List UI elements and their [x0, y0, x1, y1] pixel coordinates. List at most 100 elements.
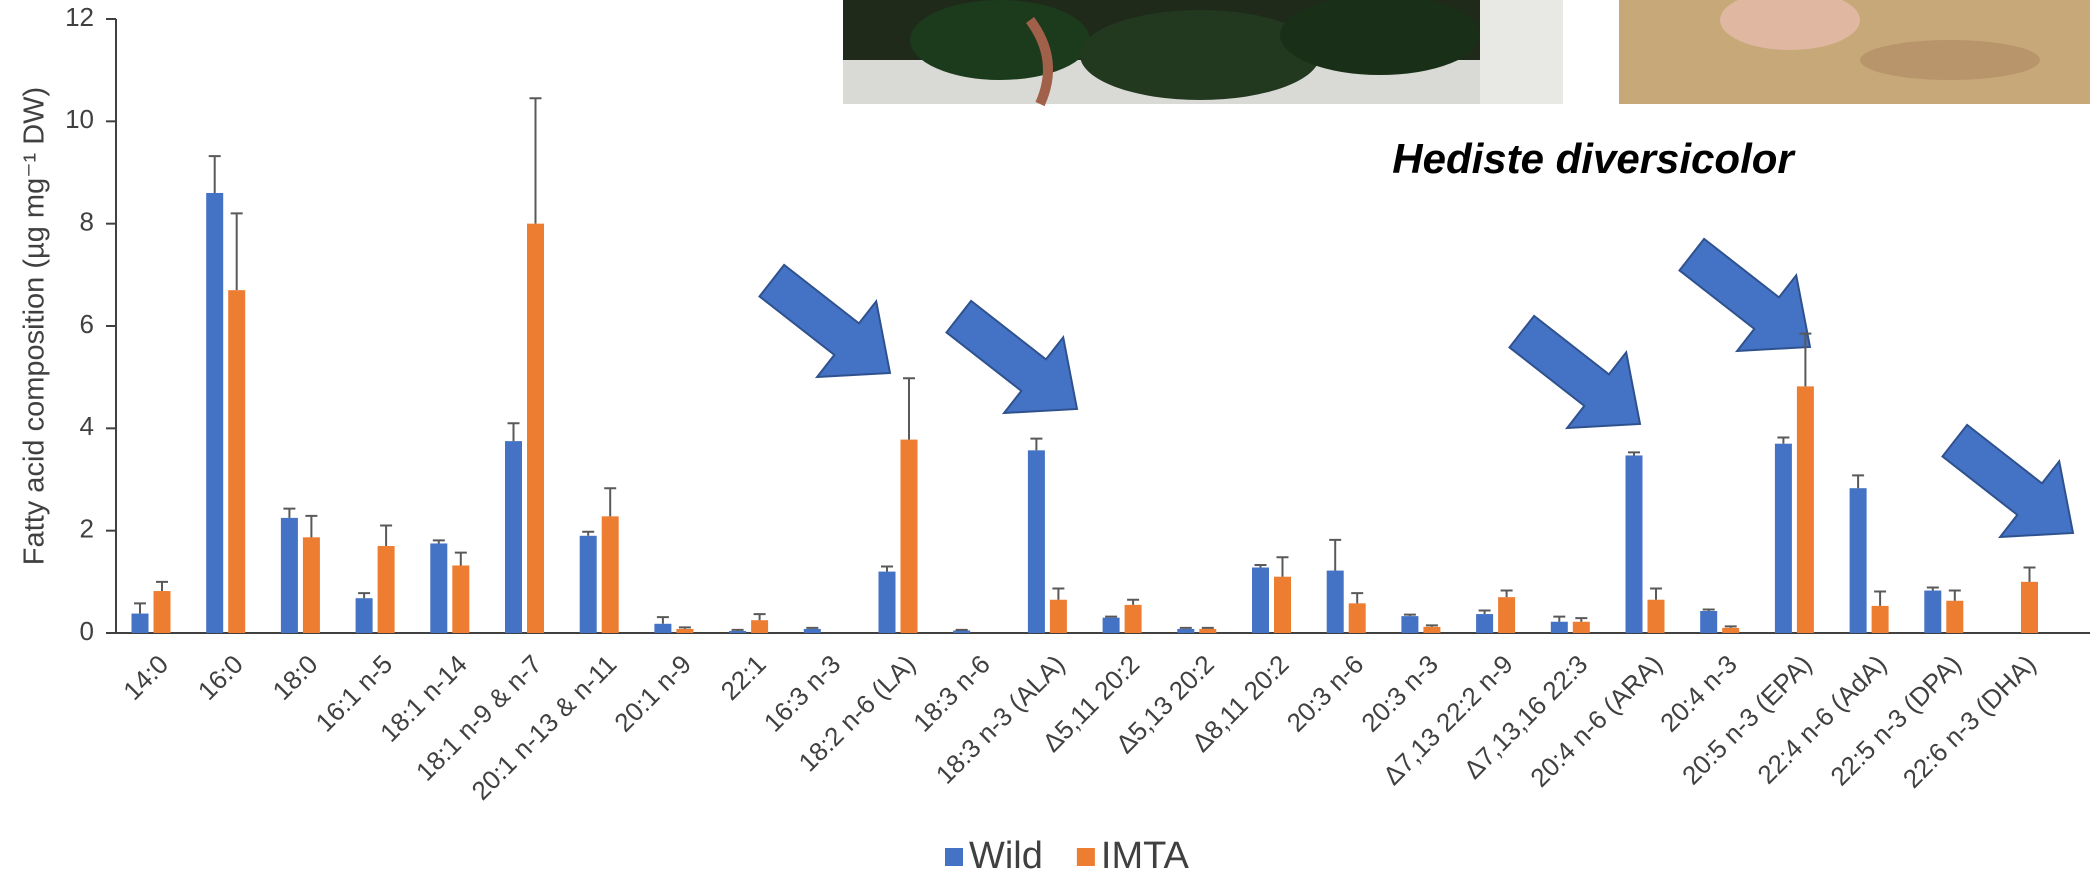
- error-bar: [1479, 610, 1491, 614]
- error-bar: [1575, 618, 1587, 622]
- bar: [1700, 611, 1717, 633]
- bar: [1626, 455, 1643, 633]
- bar: [1125, 605, 1142, 633]
- bar: [430, 543, 447, 633]
- error-bar: [956, 630, 968, 631]
- x-tick-label: 20:5 n-3 (EPA): [1676, 649, 1817, 790]
- bar: [281, 518, 298, 633]
- error-bar: [156, 582, 168, 591]
- legend-label: IMTA: [1101, 835, 1190, 877]
- bar: [751, 620, 768, 633]
- legend-swatch: [945, 848, 963, 866]
- photo-worm: [1619, 0, 2090, 104]
- y-tick-label: 12: [65, 2, 94, 32]
- error-bar: [1255, 565, 1267, 568]
- error-bar: [732, 630, 744, 631]
- error-bar: [1703, 609, 1715, 611]
- bar: [1349, 603, 1366, 633]
- y-tick-label: 10: [65, 104, 94, 134]
- bar: [2021, 582, 2038, 633]
- error-bar: [1777, 438, 1789, 444]
- bar: [1476, 614, 1493, 633]
- bar: [1423, 627, 1440, 633]
- x-tick-label: 16:0: [192, 649, 249, 706]
- x-tick-label: Δ7,13 22:2 n-9: [1377, 649, 1519, 791]
- error-bar: [1426, 625, 1438, 627]
- error-bar: [881, 566, 893, 571]
- error-bar: [903, 378, 915, 439]
- error-bar: [1329, 540, 1341, 571]
- bar: [1872, 606, 1889, 633]
- error-bar: [1553, 617, 1565, 622]
- bar: [1648, 600, 1665, 633]
- error-bar: [1351, 593, 1363, 603]
- bar: [879, 572, 896, 633]
- x-tick-label: 22:6 n-3 (DHA): [1897, 649, 2042, 794]
- y-tick-label: 8: [80, 207, 94, 237]
- bar: [505, 441, 522, 633]
- error-bar: [1927, 587, 1939, 590]
- error-bar: [1501, 591, 1513, 598]
- arrows: [742, 217, 2090, 571]
- error-bar: [1030, 439, 1042, 451]
- error-bar: [380, 526, 392, 546]
- y-axis-label: Fatty acid composition (µg mg⁻¹ DW): [19, 87, 51, 565]
- error-bar: [1628, 452, 1640, 455]
- bar: [1946, 601, 1963, 633]
- bar: [1573, 622, 1590, 633]
- bar: [901, 440, 918, 633]
- error-bar: [1052, 588, 1064, 599]
- photo-seaweed: [843, 0, 1563, 104]
- bar: [654, 624, 671, 633]
- error-bar: [754, 614, 766, 620]
- bar: [154, 591, 171, 633]
- bar: [228, 290, 245, 633]
- bar: [1327, 571, 1344, 633]
- error-bar: [1874, 592, 1886, 606]
- bar: [1252, 568, 1269, 633]
- x-tick-label: 22:1: [715, 649, 772, 706]
- y-tick-label: 6: [80, 309, 94, 339]
- bar: [602, 516, 619, 633]
- error-bar: [134, 603, 146, 613]
- bar: [729, 631, 746, 633]
- bar: [1177, 629, 1194, 633]
- bar: [1401, 616, 1418, 633]
- bar: [206, 193, 223, 633]
- bar: [1775, 444, 1792, 633]
- chart: Hediste diversicolor Fatty acid composit…: [0, 0, 2090, 879]
- bar: [1797, 386, 1814, 633]
- bar: [1103, 618, 1120, 633]
- error-bar: [305, 516, 317, 537]
- annotation: Hediste diversicolor: [1392, 135, 1796, 182]
- error-bar: [433, 540, 445, 543]
- error-bar: [530, 98, 542, 223]
- error-bar: [806, 628, 818, 629]
- bar: [1551, 622, 1568, 633]
- bar: [527, 224, 544, 633]
- error-bar: [1404, 615, 1416, 617]
- error-bar: [455, 553, 467, 566]
- bar: [1722, 628, 1739, 633]
- bar: [1050, 600, 1067, 633]
- x-tick-label: 14:0: [117, 649, 174, 706]
- bar: [1924, 591, 1941, 633]
- error-bar: [231, 213, 243, 290]
- x-tick-label: 22:4 n-6 (AdA): [1751, 649, 1892, 790]
- error-bar: [1105, 617, 1117, 618]
- error-bar: [1180, 628, 1192, 629]
- y-tick-label: 2: [80, 514, 94, 544]
- bar: [378, 546, 395, 633]
- bar: [356, 598, 373, 633]
- error-bar: [1852, 475, 1864, 488]
- y-tick-label: 4: [80, 411, 94, 441]
- x-tick-label: 18:0: [267, 649, 324, 706]
- error-bar: [209, 156, 221, 193]
- x-tick-label: 20:1 n-9: [608, 649, 697, 738]
- error-bar: [582, 532, 594, 536]
- error-bar: [604, 488, 616, 516]
- error-bar: [2024, 568, 2036, 582]
- x-tick-label: 22:5 n-3 (DPA): [1824, 649, 1966, 791]
- error-bar: [679, 627, 691, 629]
- error-bar: [1277, 557, 1289, 576]
